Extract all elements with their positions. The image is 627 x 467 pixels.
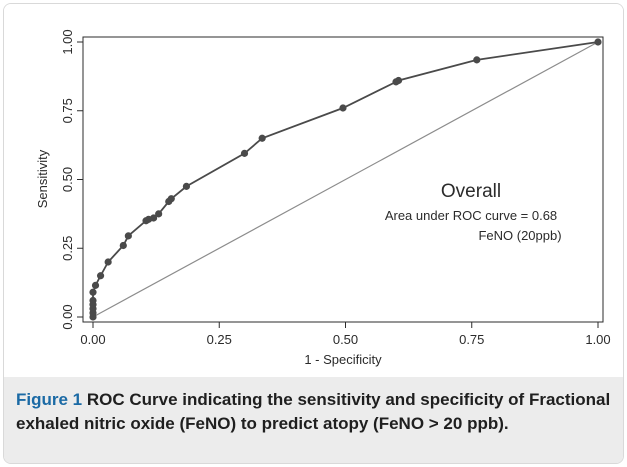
- y-tick-label: 0.50: [60, 167, 75, 192]
- reference-diagonal-line: [92, 41, 599, 318]
- roc-point: [339, 104, 347, 112]
- roc-point: [91, 281, 100, 289]
- figure-caption: Figure 1 ROC Curve indicating the sensit…: [16, 388, 614, 435]
- caption-label: Figure 1: [16, 390, 83, 409]
- x-tick-label: 0.25: [207, 332, 232, 347]
- y-axis-label: Sensitivity: [35, 149, 50, 208]
- roc-point: [167, 195, 175, 203]
- annotation-group-label: Overall: [441, 181, 501, 202]
- x-tick-label: 0.50: [333, 332, 358, 347]
- roc-point: [258, 134, 266, 142]
- roc-point: [240, 149, 249, 157]
- roc-point: [124, 232, 132, 240]
- annotation-marker: FeNO (20ppb): [478, 228, 561, 243]
- y-axis-ticks: 0.00 0.25 0.50 0.75 1.00: [60, 29, 83, 330]
- roc-point: [104, 258, 112, 266]
- y-tick-label: 0.25: [60, 236, 75, 261]
- x-tick-label: 1.00: [585, 332, 610, 347]
- roc-point: [150, 214, 158, 222]
- roc-point: [89, 296, 97, 305]
- reference-line-group: [92, 41, 599, 318]
- roc-point: [89, 288, 97, 296]
- roc-point: [594, 38, 602, 46]
- caption-body: ROC Curve indicating the sensitivity and…: [16, 390, 611, 433]
- roc-point: [394, 76, 403, 85]
- figure-panel: 0.00 0.25 0.50 0.75 1.00 0.00 0.25 0.50 0.75 1.0…: [3, 3, 624, 464]
- roc-point: [96, 272, 105, 280]
- roc-curve-group: [89, 38, 602, 321]
- caption-band: Figure 1 ROC Curve indicating the sensit…: [4, 377, 623, 463]
- roc-point: [155, 210, 163, 218]
- y-tick-label: 0.75: [60, 98, 75, 123]
- roc-point: [119, 241, 127, 250]
- roc-point: [473, 56, 481, 64]
- annotation-auc: Area under ROC curve = 0.68: [385, 208, 557, 223]
- x-tick-label: 0.00: [80, 332, 105, 347]
- x-axis-label: 1 - Specificity: [304, 352, 382, 367]
- x-axis-ticks: 0.00 0.25 0.50 0.75 1.00: [80, 322, 611, 347]
- y-tick-label: 1.00: [60, 29, 75, 54]
- roc-chart: 0.00 0.25 0.50 0.75 1.00 0.00 0.25 0.50 0.75 1.0…: [4, 4, 623, 377]
- x-tick-label: 0.75: [459, 332, 484, 347]
- roc-point: [182, 182, 191, 190]
- y-tick-label: 0.00: [60, 304, 75, 329]
- plot-background: [4, 4, 623, 377]
